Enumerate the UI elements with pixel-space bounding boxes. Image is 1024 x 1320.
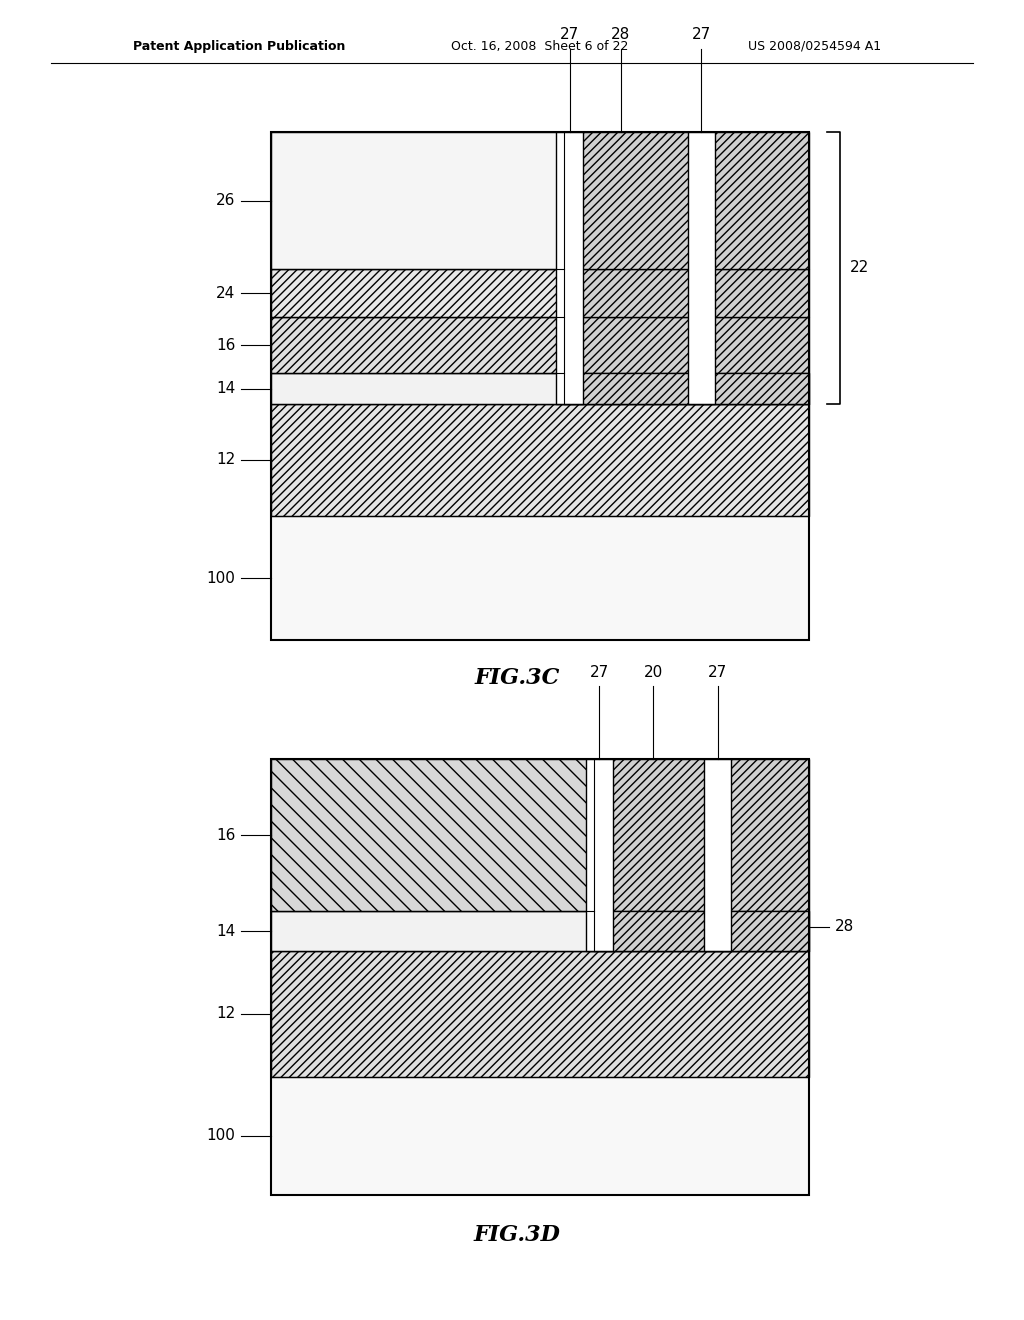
Text: 100: 100 (207, 570, 236, 586)
Bar (271, 269, 564, 318)
Text: 28: 28 (835, 919, 854, 935)
Bar (271, 759, 594, 911)
Bar (556, 132, 584, 404)
Text: 16: 16 (216, 338, 236, 352)
Text: 100: 100 (207, 1129, 236, 1143)
Text: 27: 27 (708, 665, 727, 680)
Text: 27: 27 (560, 28, 580, 42)
Text: 27: 27 (692, 28, 711, 42)
Bar (564, 374, 809, 404)
Text: 28: 28 (611, 28, 631, 42)
Text: Patent Application Publication: Patent Application Publication (133, 40, 345, 53)
Text: 22: 22 (850, 260, 869, 276)
Bar (271, 318, 564, 374)
Text: US 2008/0254594 A1: US 2008/0254594 A1 (748, 40, 881, 53)
Bar (688, 132, 715, 404)
Bar (271, 911, 809, 950)
Text: FIG.3C: FIG.3C (474, 667, 560, 689)
Bar (705, 759, 731, 950)
Bar (594, 911, 809, 950)
Bar (271, 132, 809, 640)
Text: 20: 20 (643, 665, 663, 680)
Bar (271, 374, 809, 404)
Bar (271, 1077, 809, 1195)
Bar (564, 269, 809, 318)
Bar (594, 759, 809, 911)
Text: FIG.3D: FIG.3D (474, 1224, 560, 1246)
Text: 14: 14 (216, 381, 236, 396)
Bar (564, 132, 809, 269)
Text: 26: 26 (216, 193, 236, 209)
Text: 16: 16 (216, 828, 236, 842)
Bar (271, 759, 809, 1195)
Text: 14: 14 (216, 924, 236, 939)
Text: Oct. 16, 2008  Sheet 6 of 22: Oct. 16, 2008 Sheet 6 of 22 (451, 40, 628, 53)
Bar (271, 950, 809, 1077)
Bar (564, 318, 809, 374)
Bar (586, 759, 612, 950)
Text: 27: 27 (590, 665, 609, 680)
Text: 12: 12 (216, 1006, 236, 1022)
Text: 24: 24 (216, 285, 236, 301)
Bar (271, 132, 564, 269)
Bar (271, 516, 809, 640)
Text: 12: 12 (216, 453, 236, 467)
Bar (271, 404, 809, 516)
